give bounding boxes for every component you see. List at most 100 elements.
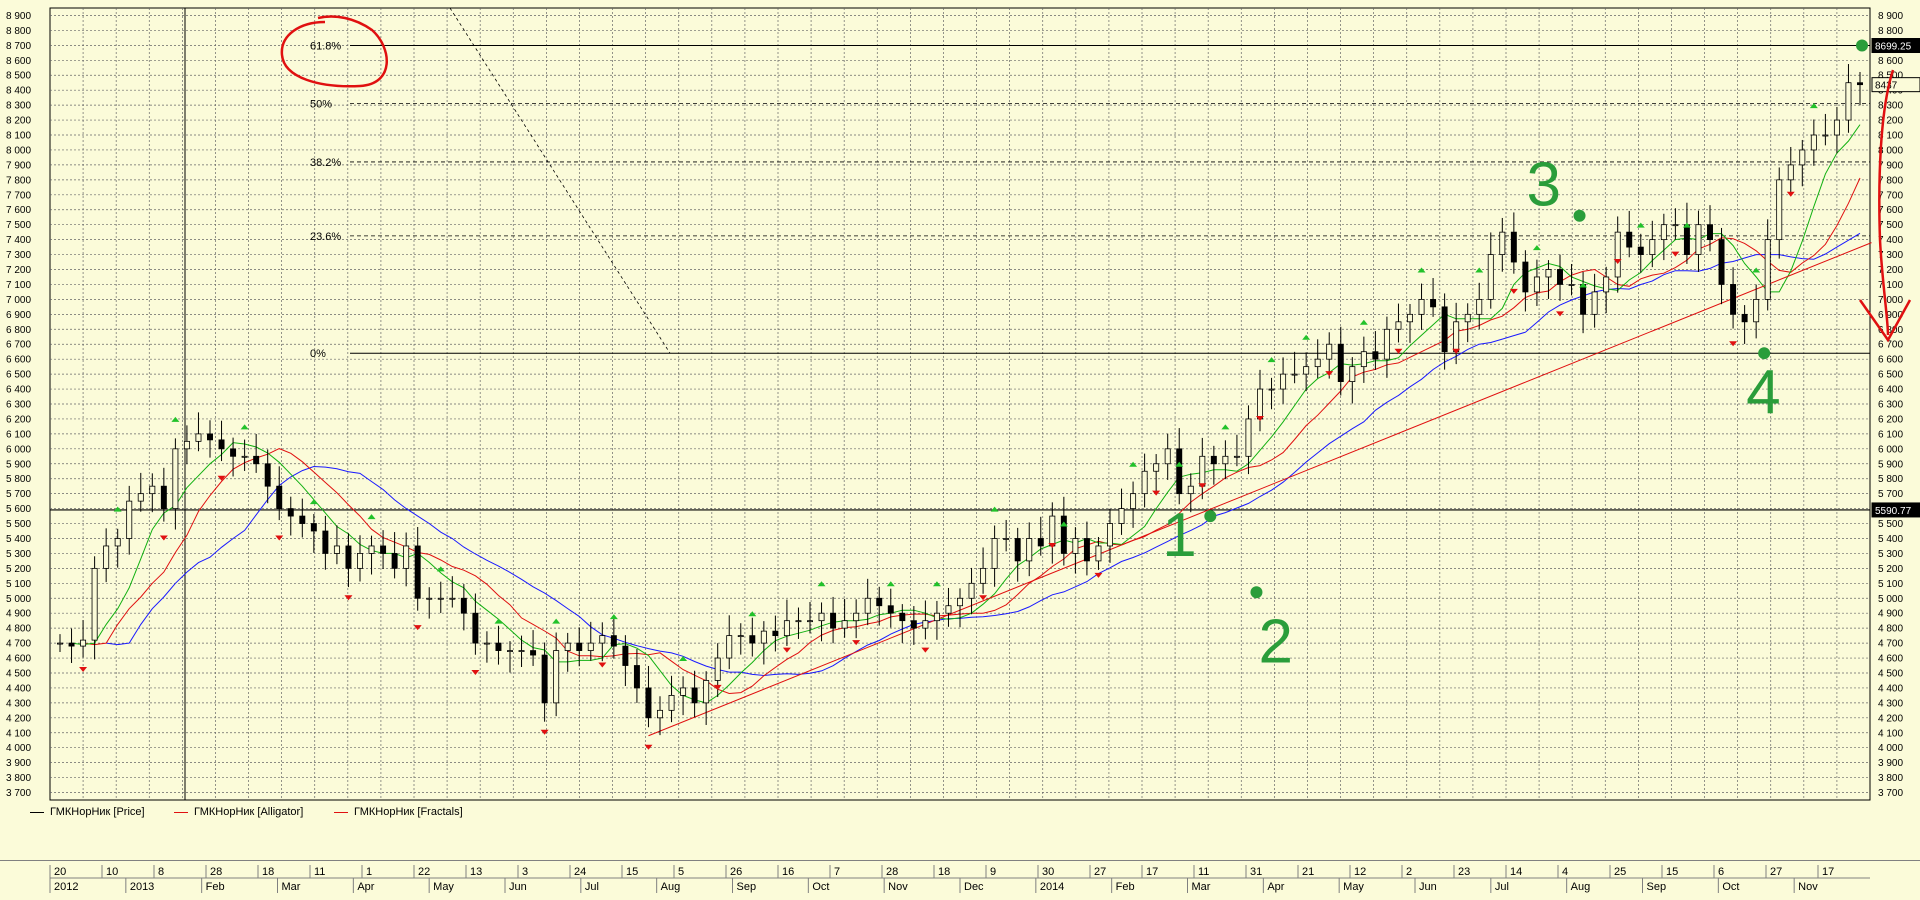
- candle-body: [172, 448, 179, 510]
- candle-body: [1464, 313, 1471, 323]
- y-tick-label-right: 8 000: [1878, 145, 1903, 156]
- candle-body: [760, 630, 767, 644]
- alligator-teeth-line: [83, 177, 1861, 695]
- day-label: 28: [886, 866, 898, 878]
- candle-body: [657, 709, 663, 719]
- y-tick-label-right: 4 300: [1878, 698, 1903, 709]
- annotation-dot: [1758, 347, 1771, 360]
- candle-body: [1707, 224, 1713, 241]
- annotation-arrow: [1858, 69, 1912, 343]
- y-tick-label-right: 8 300: [1878, 101, 1903, 112]
- y-tick-label-right: 7 300: [1878, 250, 1903, 261]
- fractal-up-marker: [1475, 267, 1484, 273]
- y-tick-label-left: 6 600: [6, 355, 31, 366]
- fractal-down-marker: [1094, 572, 1103, 578]
- candle-body: [495, 642, 502, 651]
- month-label: Nov: [1798, 881, 1818, 893]
- y-tick-label-right: 5 400: [1878, 534, 1903, 545]
- time-scale-canvas[interactable]: 20 10 8 28 18 11 1 22 13 3 24 15 5 26 16 7 28 18 9 30 27 17 11…: [0, 861, 1920, 895]
- month-label: Mar: [1192, 881, 1211, 893]
- y-tick-label-left: 6 200: [6, 414, 31, 425]
- candle-body: [1003, 538, 1010, 540]
- y-tick-label-left: 5 700: [6, 489, 31, 500]
- y-tick-label-left: 8 300: [6, 101, 31, 112]
- candle-body: [1557, 269, 1563, 285]
- candle-body: [1430, 298, 1437, 308]
- candle-body: [391, 553, 398, 569]
- fractal-down-marker: [344, 595, 353, 601]
- day-label: 18: [262, 866, 274, 878]
- candle-body: [1060, 515, 1067, 554]
- time-scale[interactable]: 20 10 8 28 18 11 1 22 13 3 24 15 5 26 16 7 28 18 9 30 27 17 11…: [0, 860, 1920, 895]
- candle-body: [1418, 298, 1425, 315]
- candle-body: [1118, 508, 1125, 524]
- y-tick-label-right: 7 600: [1878, 205, 1903, 216]
- month-label: Apr: [357, 881, 374, 893]
- candle-body: [807, 620, 813, 623]
- candle-body: [310, 523, 317, 532]
- y-tick-label-left: 4 700: [6, 639, 31, 650]
- fractal-down-marker: [1394, 348, 1403, 354]
- candle-body: [1153, 463, 1160, 472]
- y-tick-label-left: 5 000: [6, 594, 31, 605]
- y-tick-label-left: 6 900: [6, 310, 31, 321]
- day-label: 5: [678, 866, 684, 878]
- candle-body: [1695, 224, 1702, 255]
- candle-body: [80, 639, 87, 647]
- candle-body: [645, 687, 652, 719]
- candle-body: [864, 597, 871, 614]
- month-label: 2012: [54, 881, 78, 893]
- candle-body: [933, 612, 940, 622]
- day-label: 21: [1302, 866, 1314, 878]
- price-tag-label: 5590.77: [1875, 506, 1912, 517]
- fractal-down-marker: [413, 625, 422, 631]
- candle-body: [1360, 351, 1367, 368]
- y-tick-label-right: 5 000: [1878, 594, 1903, 605]
- y-tick-label-left: 6 400: [6, 385, 31, 396]
- y-tick-label-right: 4 500: [1878, 668, 1903, 679]
- fractal-up-marker: [1579, 282, 1588, 288]
- candle-body: [218, 439, 225, 450]
- annotation-number: 4: [1746, 358, 1780, 427]
- y-tick-label-left: 4 100: [6, 728, 31, 739]
- y-tick-label-right: 4 800: [1878, 624, 1903, 635]
- y-tick-label-right: 6 900: [1878, 310, 1903, 321]
- y-tick-label-left: 6 700: [6, 340, 31, 351]
- y-tick-label-left: 3 700: [6, 788, 31, 799]
- fractal-up-marker: [494, 618, 503, 624]
- candle-body: [1672, 224, 1679, 227]
- fractal-up-marker: [171, 416, 180, 422]
- candle-body: [680, 687, 687, 696]
- y-tick-label-left: 4 900: [6, 609, 31, 620]
- day-label: 11: [1198, 866, 1209, 878]
- fractal-up-marker: [1809, 103, 1818, 109]
- candle-body: [1337, 343, 1344, 382]
- y-tick-label-left: 7 100: [6, 280, 31, 291]
- candle-body: [1083, 538, 1090, 562]
- candle-body: [922, 620, 929, 629]
- day-label: 30: [1042, 866, 1054, 878]
- legend-label-fractals: ГМКНорНик [Fractals]: [354, 806, 463, 818]
- fractal-up-marker: [932, 581, 941, 587]
- candle-body: [957, 597, 963, 607]
- y-tick-label-right: 6 400: [1878, 385, 1903, 396]
- candle-body: [1257, 388, 1263, 420]
- month-label: Feb: [206, 881, 225, 893]
- candle-body: [1199, 455, 1206, 487]
- candle-body: [1753, 298, 1760, 323]
- day-label: 4: [1562, 866, 1568, 878]
- day-label: 6: [1718, 866, 1724, 878]
- fractal-up-marker: [1302, 334, 1311, 340]
- candle-body: [333, 545, 340, 554]
- fractal-down-marker: [1613, 259, 1622, 265]
- candle-body: [1222, 455, 1229, 465]
- month-label: May: [433, 881, 454, 893]
- fractal-down-marker: [471, 669, 480, 675]
- day-label: 27: [1094, 866, 1106, 878]
- candle-body: [1730, 284, 1737, 315]
- fractal-down-marker: [979, 595, 988, 601]
- day-label: 1: [366, 866, 372, 878]
- candle-body: [1822, 134, 1829, 137]
